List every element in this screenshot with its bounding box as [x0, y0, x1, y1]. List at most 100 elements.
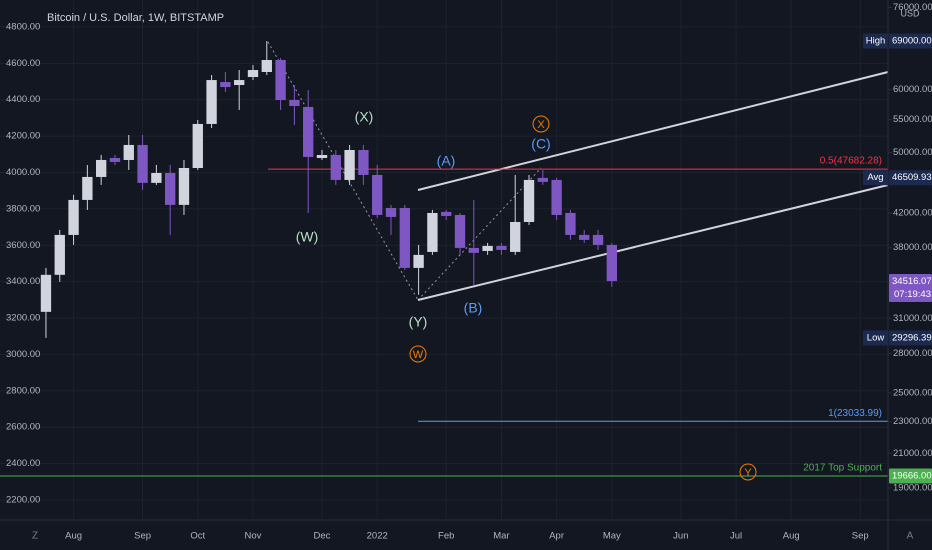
- badge-tag: [863, 330, 888, 346]
- candle-body: [95, 159, 107, 177]
- price-badge: [889, 330, 932, 346]
- channel-lower: [417, 184, 889, 301]
- y2-tick-label: 76000.00: [893, 2, 932, 13]
- price-badge: [889, 33, 932, 49]
- candle-body: [82, 176, 93, 200]
- left-tick-label: 3800.00: [6, 203, 40, 214]
- zoom-button[interactable]: Z: [32, 531, 38, 542]
- y2-tick-label: 42000.00: [893, 208, 932, 219]
- y2-tick-label: 50000.00: [893, 147, 932, 158]
- candle-body: [441, 211, 452, 216]
- wave-circle: [532, 115, 550, 133]
- candle-body: [303, 106, 314, 157]
- candle-body: [178, 168, 190, 205]
- candle-body: [482, 245, 493, 251]
- badge-tag-label: Low: [867, 332, 885, 343]
- left-tick-label: 3200.00: [6, 313, 40, 324]
- wave-label: (W): [296, 229, 319, 245]
- level-label: 2017 Top Support: [803, 463, 882, 474]
- price-badge: [889, 274, 932, 303]
- candle-body: [385, 207, 397, 217]
- wave-label: (B): [464, 300, 483, 316]
- candle-body: [261, 60, 272, 72]
- currency: USD: [900, 8, 920, 18]
- candle-body: [537, 177, 548, 182]
- x-tick-label: Oct: [190, 531, 205, 542]
- candle-body: [330, 154, 341, 180]
- x-tick-label: Sep: [852, 531, 869, 542]
- x-tick-label: Sep: [134, 531, 151, 542]
- wave-label: X: [537, 119, 545, 131]
- left-tick-label: 4400.00: [6, 94, 40, 105]
- x-tick-label: Dec: [314, 531, 331, 542]
- candle-body: [344, 150, 355, 180]
- left-tick-label: 2400.00: [6, 458, 40, 469]
- candle-body: [275, 60, 286, 101]
- candle-body: [151, 172, 162, 183]
- levels: 0.5(47682.28) 1(23033.99) 2017 Top Support: [0, 156, 888, 477]
- x-tick-label: Jun: [673, 531, 688, 542]
- left-tick-label: 4600.00: [6, 58, 40, 69]
- left-tick-label: 4000.00: [6, 167, 40, 178]
- y2-tick-label: 25000.00: [893, 387, 932, 398]
- x-tick-label: 2022: [367, 531, 388, 542]
- price-badge-timer: 07:19:43: [894, 289, 931, 300]
- badge-tag-label: Avg: [867, 172, 883, 183]
- level-label: 0.5(47682.28): [820, 156, 882, 167]
- y2-tick-label: 60000.00: [893, 84, 932, 95]
- candle-body: [523, 179, 535, 222]
- candle-body: [496, 245, 507, 250]
- left-tick-label: 4200.00: [6, 131, 40, 142]
- candle-body: [247, 70, 259, 78]
- badge-tag: [863, 170, 888, 186]
- candle-body: [137, 144, 148, 183]
- candle-body: [606, 244, 618, 282]
- left-tick-label: 3000.00: [6, 349, 40, 360]
- grid: [0, 0, 888, 520]
- wave-labels: (W) (X) (Y) (A) (B) (C) X W Y: [296, 109, 757, 481]
- badge-tag: [863, 33, 888, 49]
- y2-tick-label: 19000.00: [893, 482, 932, 493]
- candle-body: [579, 234, 590, 240]
- price-badge-label: 69000.00: [892, 36, 932, 47]
- wave-label: (C): [531, 136, 550, 152]
- drawings: [267, 41, 889, 301]
- wave-label: (A): [437, 153, 456, 169]
- x-tick-label: Mar: [493, 531, 509, 542]
- x-tick-label: Aug: [783, 531, 800, 542]
- left-tick-label: 2600.00: [6, 422, 40, 433]
- badge-tag-label: High: [866, 36, 886, 47]
- dotted-wave-line: [417, 167, 542, 301]
- candle-body: [413, 254, 424, 268]
- price-badge: [889, 170, 932, 186]
- y2-tick-label: 21000.00: [893, 448, 932, 459]
- left-tick-label: 3600.00: [6, 240, 40, 251]
- candle-body: [399, 207, 410, 268]
- left-tick-label: 4800.00: [6, 21, 40, 32]
- price-badge-label: 34516.07: [892, 276, 932, 287]
- wave-label: W: [413, 349, 424, 361]
- wave-circle: [409, 345, 427, 363]
- x-tick-label: Apr: [549, 531, 564, 542]
- auto-button[interactable]: A: [907, 531, 914, 542]
- candle-body: [468, 247, 479, 253]
- candle-body: [454, 214, 466, 248]
- y2-tick-label: 31000.00: [893, 313, 932, 324]
- price-badge: [889, 468, 932, 484]
- price-badge-label: 19666.00: [892, 470, 932, 481]
- level-label: 1(23033.99): [828, 408, 882, 419]
- candle-body: [372, 174, 383, 215]
- candle-body: [123, 144, 134, 160]
- x-tick-label: May: [603, 531, 621, 542]
- y2-tick-label: 55000.00: [893, 114, 932, 125]
- y2-tick-label: 23000.00: [893, 416, 932, 427]
- candles: [40, 41, 618, 338]
- chart-title: Bitcoin / U.S. Dollar, 1W, BITSTAMP: [47, 12, 224, 24]
- channel-upper: [417, 71, 889, 191]
- candle-body: [192, 123, 203, 169]
- candle-body: [40, 274, 52, 312]
- axes: 4800.00 4600.00 4400.00 4200.00 4000.00 3800.…: [6, 2, 932, 542]
